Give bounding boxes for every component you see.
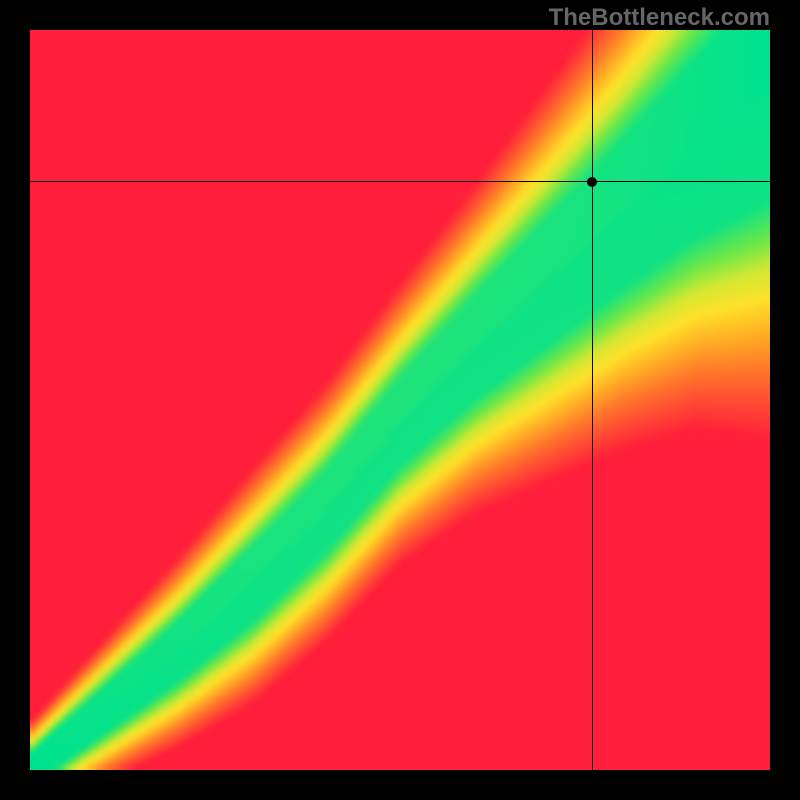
crosshair-horizontal bbox=[30, 181, 770, 182]
crosshair-vertical bbox=[592, 30, 593, 770]
watermark-text: TheBottleneck.com bbox=[549, 4, 770, 32]
bottleneck-heatmap bbox=[30, 30, 770, 770]
chart-container: TheBottleneck.com bbox=[0, 0, 800, 800]
